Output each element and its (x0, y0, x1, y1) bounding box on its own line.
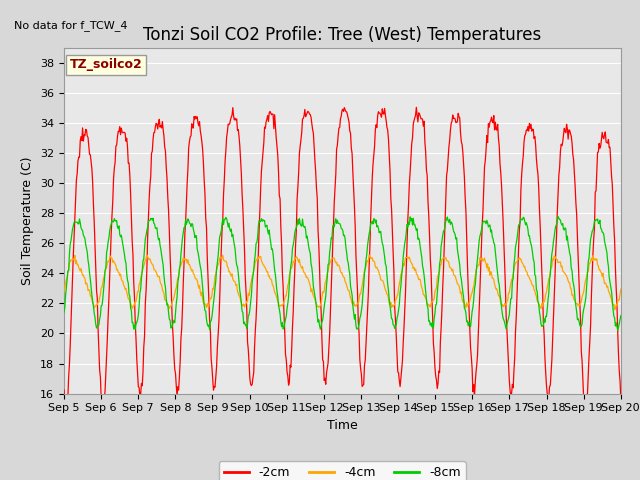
Text: TZ_soilco2: TZ_soilco2 (70, 59, 142, 72)
Legend: -2cm, -4cm, -8cm: -2cm, -4cm, -8cm (219, 461, 466, 480)
X-axis label: Time: Time (327, 419, 358, 432)
Y-axis label: Soil Temperature (C): Soil Temperature (C) (22, 156, 35, 285)
Title: Tonzi Soil CO2 Profile: Tree (West) Temperatures: Tonzi Soil CO2 Profile: Tree (West) Temp… (143, 25, 541, 44)
Text: No data for f_TCW_4: No data for f_TCW_4 (14, 20, 127, 31)
